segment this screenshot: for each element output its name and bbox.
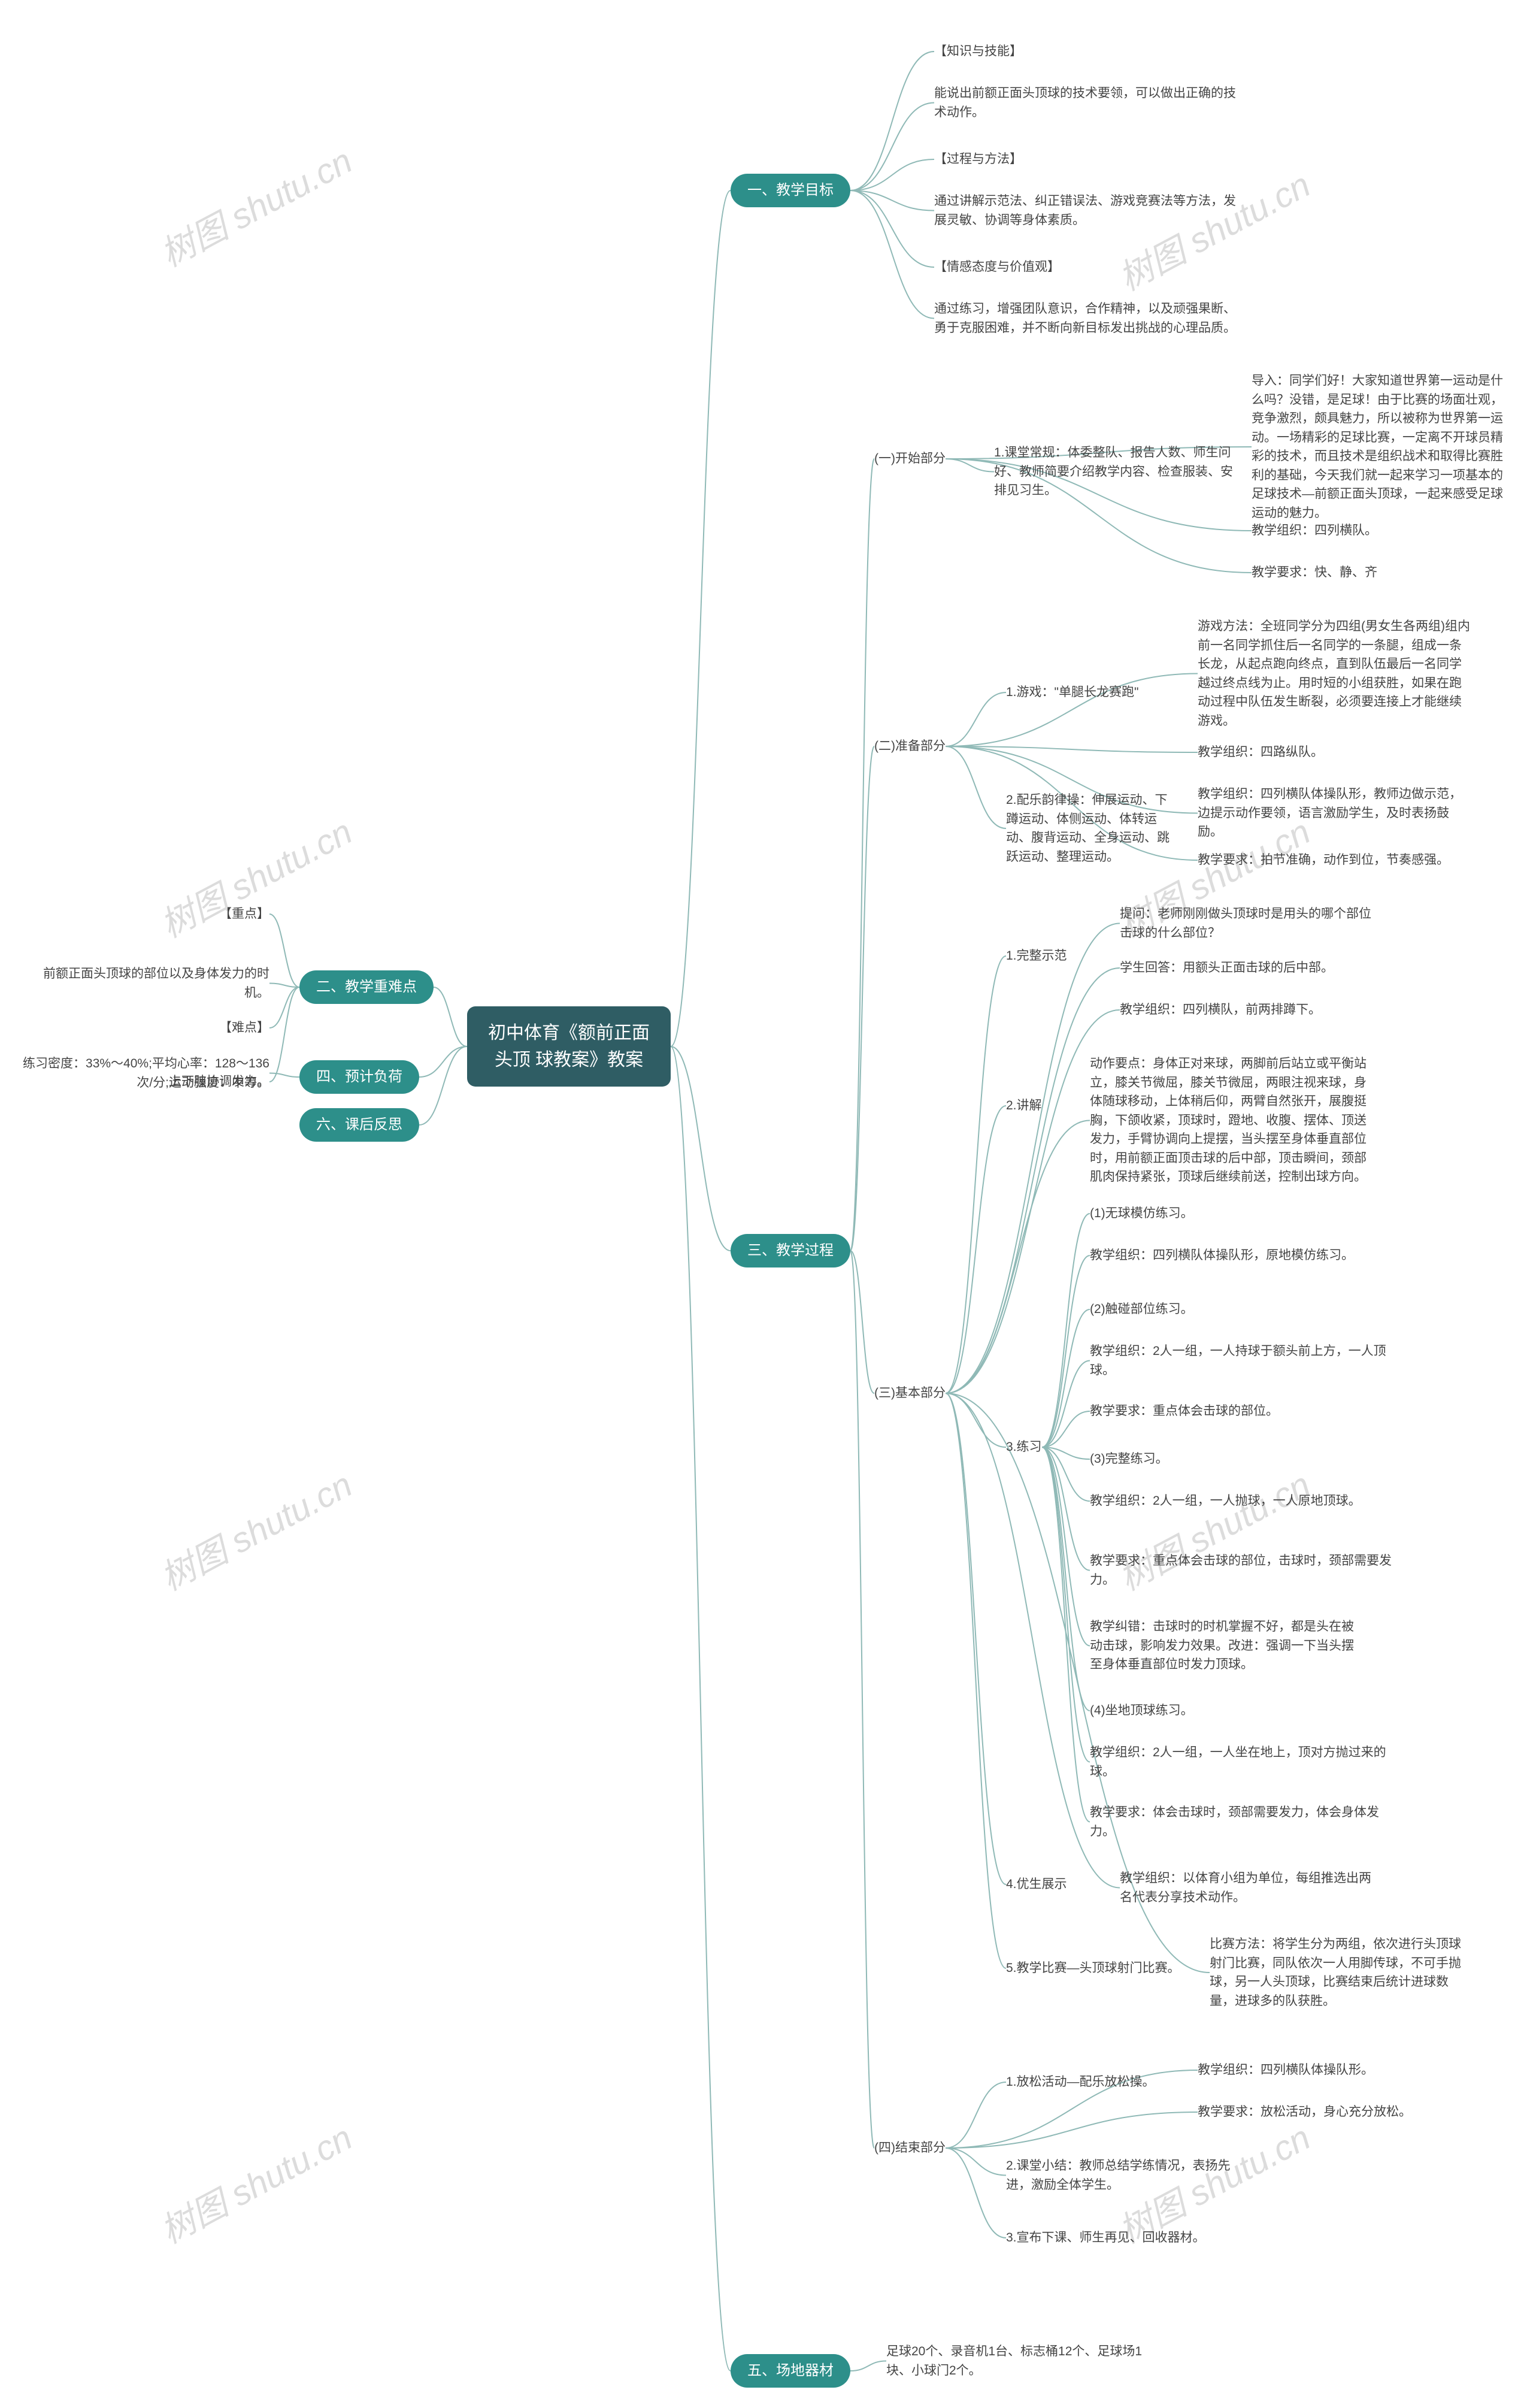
leaf-node: 教学组织：四列横队体操队形。 bbox=[1198, 2061, 1374, 2080]
leaf-node: 2.课堂小结：教师总结学练情况，表扬先进，激励全体学生。 bbox=[1006, 2156, 1246, 2194]
leaf-node: 2.配乐韵律操：伸展运动、下蹲运动、体侧运动、体转运动、腹背运动、全身运动、跳跃… bbox=[1006, 791, 1174, 866]
branch-node: 六、课后反思 bbox=[299, 1108, 419, 1142]
leaf-node: 教学组织：四列横队，前两排蹲下。 bbox=[1120, 1000, 1321, 1020]
leaf-node: (二)准备部分 bbox=[874, 737, 946, 756]
leaf-node: 【情感态度与价值观】 bbox=[934, 258, 1060, 277]
leaf-node: 1.放松活动—配乐放松操。 bbox=[1006, 2073, 1155, 2092]
leaf-node: 【难点】 bbox=[72, 1018, 269, 1037]
leaf-node: (1)无球模仿练习。 bbox=[1090, 1204, 1193, 1223]
leaf-node: 通过练习，增强团队意识，合作精神，以及顽强果断、勇于克服困难，并不断向新目标发出… bbox=[934, 300, 1246, 337]
mindmap-edges bbox=[0, 0, 1533, 2408]
leaf-node: 教学组织：以体育小组为单位，每组推选出两名代表分享技术动作。 bbox=[1120, 1869, 1371, 1907]
leaf-node: 前额正面头顶球的部位以及身体发力的时机。 bbox=[36, 964, 269, 1002]
leaf-node: 提问：老师刚刚做头顶球时是用头的哪个部位击球的什么部位？ bbox=[1120, 904, 1383, 942]
leaf-node: 动作要点：身体正对来球，两脚前后站立或平衡站立，膝关节微屈，膝关节微屈，两眼注视… bbox=[1090, 1054, 1371, 1187]
branch-node: 五、场地器材 bbox=[731, 2354, 850, 2388]
leaf-node: 教学纠错：击球时的时机掌握不好，都是头在被动击球，影响发力效果。改进：强调一下当… bbox=[1090, 1617, 1359, 1674]
leaf-node: 1.完整示范 bbox=[1006, 946, 1067, 966]
leaf-node: 4.优生展示 bbox=[1006, 1875, 1067, 1894]
branch-node: 二、教学重难点 bbox=[299, 970, 434, 1004]
root-node: 初中体育《额前正面头顶 球教案》教案 bbox=[467, 1006, 671, 1087]
leaf-node: 3.宣布下课、师生再见、回收器材。 bbox=[1006, 2228, 1205, 2247]
leaf-node: (2)触碰部位练习。 bbox=[1090, 1300, 1193, 1319]
leaf-node: 教学组织：四列横队体操队形，原地模仿练习。 bbox=[1090, 1246, 1354, 1265]
leaf-node: 5.教学比赛—头顶球射门比赛。 bbox=[1006, 1959, 1180, 1978]
branch-node: 四、预计负荷 bbox=[299, 1060, 419, 1094]
leaf-node: 教学组织：2人一组，一人坐在地上，顶对方抛过来的球。 bbox=[1090, 1743, 1401, 1781]
leaf-node: 游戏方法：全班同学分为四组(男女生各两组)组内前一名同学抓住后一名同学的一条腿，… bbox=[1198, 617, 1473, 730]
leaf-node: 教学要求：重点体会击球的部位。 bbox=[1090, 1402, 1278, 1421]
leaf-node: 教学组织：2人一组，一人持球于额头前上方，一人顶球。 bbox=[1090, 1342, 1401, 1380]
leaf-node: 1.课堂常规：体委整队、报告人数、师生问好、教师简要介绍教学内容、检查服装、安排… bbox=[994, 443, 1234, 500]
leaf-node: (四)结束部分 bbox=[874, 2138, 946, 2158]
leaf-node: 【过程与方法】 bbox=[934, 150, 1022, 169]
leaf-node: 能说出前额正面头顶球的技术要领，可以做出正确的技术动作。 bbox=[934, 84, 1246, 122]
leaf-node: (三)基本部分 bbox=[874, 1384, 946, 1403]
leaf-node: (3)完整练习。 bbox=[1090, 1450, 1168, 1469]
branch-node: 一、教学目标 bbox=[731, 174, 850, 207]
leaf-node: 比赛方法：将学生分为两组，依次进行头顶球射门比赛，同队依次一人用脚传球，不可手抛… bbox=[1210, 1935, 1473, 2010]
leaf-node: 教学要求：体会击球时，颈部需要发力，体会身体发力。 bbox=[1090, 1803, 1401, 1841]
leaf-node: 教学要求：快、静、齐 bbox=[1252, 563, 1377, 582]
leaf-node: (一)开始部分 bbox=[874, 449, 946, 468]
leaf-node: 学生回答：用额头正面击球的后中部。 bbox=[1120, 958, 1334, 978]
leaf-node: 2.讲解 bbox=[1006, 1096, 1042, 1115]
leaf-node: 练习密度：33%～40%;平均心率：128～136次/分;运动强度：中等。 bbox=[18, 1054, 269, 1092]
leaf-node: 通过讲解示范法、纠正错误法、游戏竞赛法等方法，发展灵敏、协调等身体素质。 bbox=[934, 192, 1246, 229]
leaf-node: 教学组织：四列横队体操队形，教师边做示范，边提示动作要领，语言激励学生，及时表扬… bbox=[1198, 785, 1467, 842]
leaf-node: 教学要求：放松活动，身心充分放松。 bbox=[1198, 2103, 1411, 2122]
leaf-node: (4)坐地顶球练习。 bbox=[1090, 1701, 1193, 1720]
leaf-node: 教学组织：2人一组，一人抛球，一人原地顶球。 bbox=[1090, 1492, 1361, 1511]
leaf-node: 1.游戏："单腿长龙赛跑" bbox=[1006, 683, 1138, 702]
leaf-node: 导入：同学们好！大家知道世界第一运动是什么吗？没错，是足球！由于比赛的场面壮观，… bbox=[1252, 371, 1515, 522]
leaf-node: 【重点】 bbox=[72, 904, 269, 924]
branch-node: 三、教学过程 bbox=[731, 1234, 850, 1267]
leaf-node: 教学要求：重点体会击球的部位，击球时，颈部需要发力。 bbox=[1090, 1551, 1401, 1589]
leaf-node: 教学要求：拍节准确，动作到位，节奏感强。 bbox=[1198, 851, 1449, 870]
leaf-node: 教学组织：四列横队。 bbox=[1252, 521, 1377, 540]
leaf-node: 足球20个、录音机1台、标志桶12个、足球场1块、小球门2个。 bbox=[886, 2342, 1150, 2380]
leaf-node: 教学组织：四路纵队。 bbox=[1198, 743, 1323, 762]
leaf-node: 【知识与技能】 bbox=[934, 42, 1022, 61]
leaf-node: 3.练习 bbox=[1006, 1438, 1042, 1457]
